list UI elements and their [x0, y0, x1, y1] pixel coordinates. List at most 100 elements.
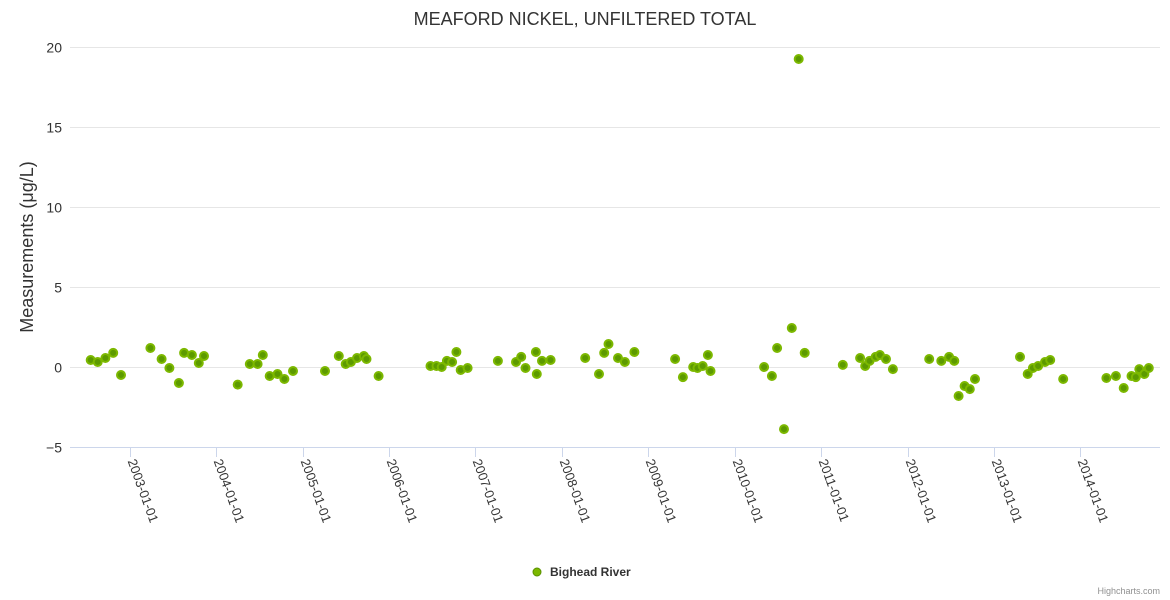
- data-point[interactable]: [252, 359, 263, 369]
- data-point[interactable]: [232, 379, 243, 390]
- data-point[interactable]: [881, 354, 891, 364]
- data-point[interactable]: [451, 347, 462, 357]
- data-point[interactable]: [759, 362, 770, 372]
- data-point[interactable]: [855, 353, 866, 363]
- series-bighead-river: [85, 54, 1154, 435]
- grid-lines: [70, 47, 1160, 368]
- x-tick-label: 2013-01-01: [989, 457, 1026, 525]
- x-tick-label: 2014-01-01: [1075, 457, 1112, 525]
- legend-marker: [532, 567, 542, 577]
- x-tick-label: 2010-01-01: [730, 457, 767, 525]
- data-point[interactable]: [1118, 383, 1129, 393]
- x-tick-label: 2007-01-01: [470, 457, 507, 525]
- data-point[interactable]: [361, 354, 372, 364]
- data-point[interactable]: [705, 366, 716, 376]
- data-point[interactable]: [199, 351, 209, 361]
- y-tick-label: 20: [46, 40, 62, 56]
- y-tick-label: 0: [54, 360, 62, 376]
- data-point[interactable]: [772, 343, 783, 353]
- data-point[interactable]: [1015, 351, 1025, 362]
- data-point[interactable]: [1022, 369, 1033, 379]
- y-axis-ticks: −5 0 5 10 15 20: [46, 40, 62, 456]
- data-point[interactable]: [677, 372, 688, 383]
- data-point[interactable]: [779, 424, 789, 435]
- data-point[interactable]: [1110, 371, 1121, 381]
- x-tick-label: 2011-01-01: [816, 457, 853, 524]
- data-point[interactable]: [670, 354, 681, 364]
- data-point[interactable]: [599, 347, 610, 358]
- data-point[interactable]: [924, 354, 935, 364]
- x-tick-label: 2009-01-01: [643, 457, 680, 525]
- data-point[interactable]: [279, 374, 290, 384]
- data-point[interactable]: [603, 339, 614, 349]
- y-tick-label: 5: [54, 280, 62, 296]
- y-tick-label: −5: [46, 440, 62, 456]
- data-point[interactable]: [949, 355, 960, 366]
- data-point[interactable]: [545, 355, 556, 365]
- data-point[interactable]: [793, 54, 804, 64]
- data-point[interactable]: [520, 363, 531, 373]
- x-tick-label: 2012-01-01: [903, 457, 940, 525]
- data-point[interactable]: [116, 370, 126, 380]
- data-point[interactable]: [837, 359, 848, 370]
- data-point[interactable]: [619, 357, 630, 367]
- data-point[interactable]: [594, 369, 604, 379]
- x-tick-label: 2005-01-01: [298, 457, 335, 525]
- data-point[interactable]: [173, 378, 184, 388]
- x-axis-ticks: 2003-01-01 2004-01-01 2005-01-01 2006-01-01…: [125, 447, 1112, 525]
- data-point[interactable]: [462, 363, 473, 373]
- data-point[interactable]: [264, 371, 275, 381]
- data-point[interactable]: [320, 366, 330, 376]
- chart-title: MEAFORD NICKEL, UNFILTERED TOTAL: [414, 9, 757, 29]
- data-point[interactable]: [516, 351, 527, 362]
- data-point[interactable]: [333, 351, 344, 361]
- data-point[interactable]: [436, 362, 447, 372]
- data-point[interactable]: [953, 391, 964, 401]
- data-point[interactable]: [537, 355, 547, 366]
- x-tick-label: 2008-01-01: [557, 457, 594, 525]
- data-point[interactable]: [373, 371, 384, 381]
- data-point[interactable]: [629, 347, 640, 357]
- x-tick-label: 2006-01-01: [384, 457, 421, 525]
- data-point[interactable]: [92, 357, 103, 367]
- data-point[interactable]: [936, 355, 947, 366]
- data-point[interactable]: [964, 384, 975, 395]
- data-point[interactable]: [108, 347, 119, 358]
- data-point[interactable]: [970, 374, 980, 384]
- data-point[interactable]: [1130, 372, 1141, 383]
- data-point[interactable]: [288, 366, 298, 376]
- legend-item-bighead-river[interactable]: Bighead River: [532, 565, 631, 579]
- data-point[interactable]: [492, 355, 503, 366]
- data-point[interactable]: [1045, 355, 1056, 365]
- y-tick-label: 15: [46, 120, 62, 136]
- credits-link[interactable]: Highcharts.com: [1097, 586, 1160, 596]
- data-point[interactable]: [799, 347, 810, 358]
- data-point[interactable]: [697, 361, 708, 371]
- data-point[interactable]: [156, 354, 167, 364]
- x-tick-label: 2003-01-01: [125, 457, 162, 525]
- legend-label: Bighead River: [550, 565, 631, 579]
- data-point[interactable]: [530, 347, 541, 357]
- data-point[interactable]: [702, 350, 713, 360]
- data-point[interactable]: [257, 350, 268, 360]
- y-axis-label: Measurements (μg/L): [17, 161, 37, 332]
- data-point[interactable]: [447, 357, 458, 367]
- data-point[interactable]: [1143, 363, 1154, 373]
- data-point[interactable]: [193, 358, 204, 368]
- data-point[interactable]: [786, 323, 797, 333]
- data-point[interactable]: [887, 364, 898, 375]
- data-point[interactable]: [145, 343, 156, 353]
- data-point[interactable]: [100, 353, 111, 363]
- data-point[interactable]: [1101, 373, 1112, 383]
- data-point[interactable]: [766, 371, 777, 381]
- x-tick-label: 2004-01-01: [211, 457, 248, 525]
- data-point[interactable]: [531, 369, 542, 379]
- data-point[interactable]: [186, 350, 197, 360]
- data-point[interactable]: [272, 369, 283, 379]
- y-tick-label: 10: [46, 200, 62, 216]
- data-point[interactable]: [164, 363, 175, 373]
- data-point[interactable]: [580, 353, 591, 363]
- data-point[interactable]: [179, 347, 190, 358]
- data-point[interactable]: [1058, 374, 1069, 384]
